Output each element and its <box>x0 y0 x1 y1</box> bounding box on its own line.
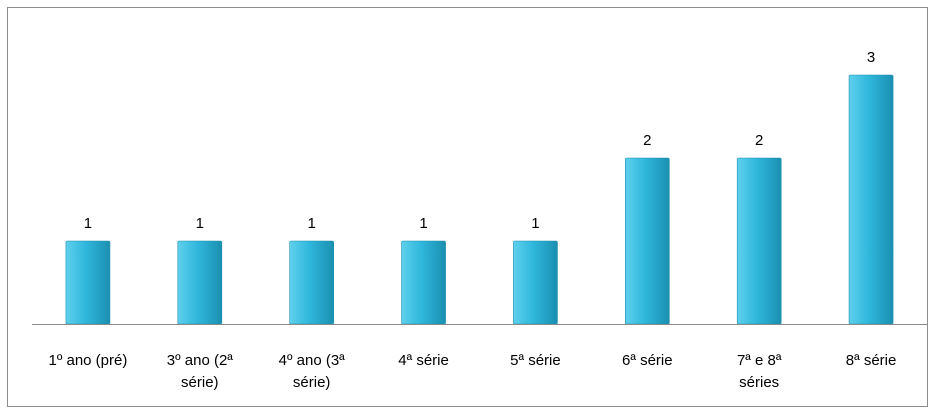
data-label-7: 2 <box>755 132 763 149</box>
bar-5 <box>513 240 558 325</box>
data-label-1: 1 <box>84 215 92 232</box>
x-tick-label-5: 5ª série <box>510 352 561 369</box>
x-tick-label-8: 8ª série <box>846 352 897 369</box>
bar-7 <box>736 157 782 325</box>
bar-8 <box>848 74 894 325</box>
bar-2 <box>177 240 223 325</box>
x-tick-label-4: 4ª série <box>398 352 449 369</box>
x-tick-label-2: 3º ano (2ª série) <box>167 352 234 391</box>
x-tick-labels-group: 1º ano (pré) 3º ano (2ª série) 4º ano (3ª sé… <box>49 352 897 391</box>
bar-6 <box>625 157 670 325</box>
x-tick-label-1: 1º ano (pré) <box>49 352 128 369</box>
data-labels-group: 1 1 1 1 1 2 2 3 <box>84 49 875 232</box>
bar-1 <box>65 240 111 325</box>
x-tick-label-3: 4º ano (3ª série) <box>279 352 346 391</box>
bars-group <box>65 74 894 325</box>
data-label-3: 1 <box>308 215 316 232</box>
data-label-5: 1 <box>531 215 539 232</box>
x-tick-label-7: 7ª e 8ª séries <box>737 352 782 391</box>
x-tick-label-6: 6ª série <box>622 352 673 369</box>
data-label-6: 2 <box>643 132 651 149</box>
data-label-8: 3 <box>867 49 875 66</box>
bar-3 <box>289 240 334 325</box>
data-label-4: 1 <box>419 215 427 232</box>
bar-4 <box>401 240 446 325</box>
data-label-2: 1 <box>196 215 204 232</box>
